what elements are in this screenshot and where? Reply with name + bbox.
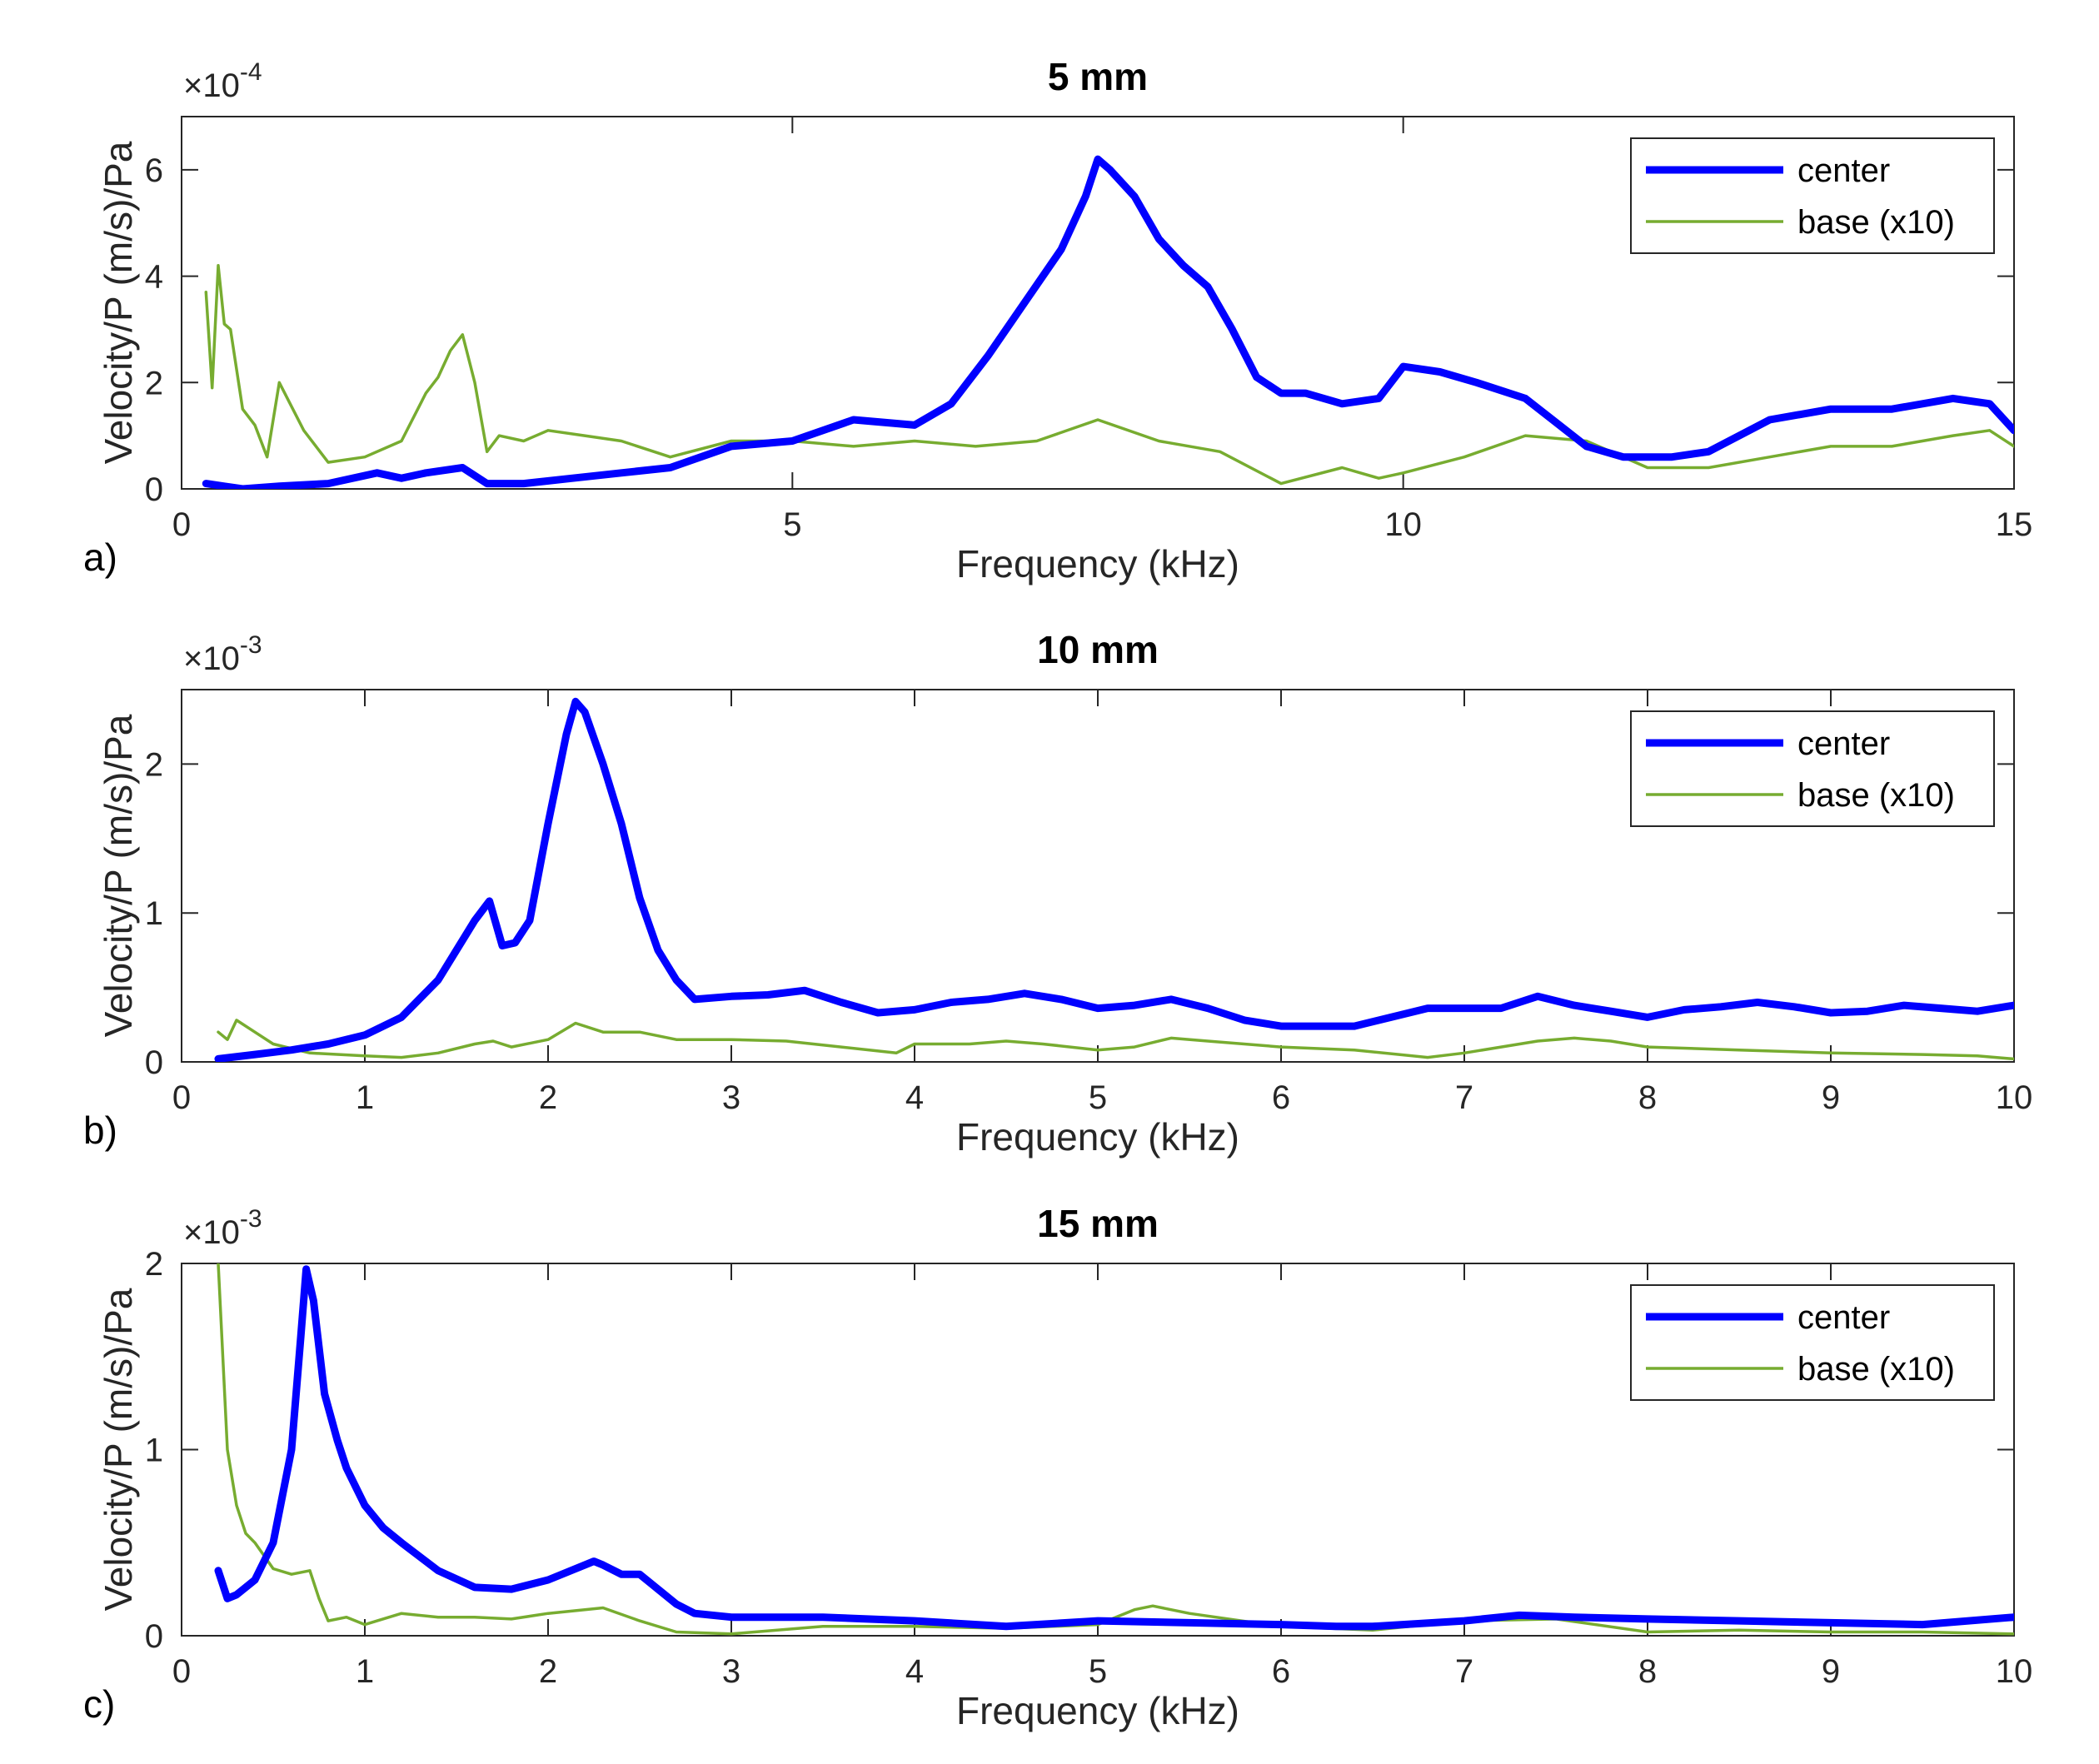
- x-tick-label: 15: [1996, 506, 2033, 543]
- legend-entry-center: center: [1797, 152, 1890, 189]
- legend-box: [1630, 710, 1995, 827]
- x-tick-label: 10: [1996, 1653, 2033, 1690]
- legend-entry-center: center: [1797, 725, 1890, 762]
- x-tick-label: 7: [1455, 1653, 1473, 1690]
- x-tick-label: 1: [356, 1653, 374, 1690]
- x-tick-label: 5: [1089, 1079, 1107, 1116]
- legend-entry-base: base (x10): [1797, 777, 1955, 814]
- x-tick-label: 1: [356, 1079, 374, 1116]
- x-tick-label: 0: [172, 506, 191, 543]
- y-exponent-power: -3: [240, 631, 262, 659]
- x-tick-label: 8: [1638, 1653, 1657, 1690]
- series-line-center: [214, 1265, 2014, 1631]
- x-tick-label: 2: [539, 1653, 557, 1690]
- y-tick-label: 0: [145, 1044, 163, 1081]
- y-axis-label: Velocity/P (m/s)/Pa: [97, 1288, 140, 1611]
- x-axis-label: Frequency (kHz): [956, 1689, 1239, 1732]
- chart-title: 5 mm: [1048, 55, 1148, 98]
- legend: center base (x10): [1630, 1284, 1995, 1401]
- y-tick-label: 6: [145, 152, 163, 189]
- panel-3: 0 1 2 3 4 5 6 7 8 9 10 0 1 2 ×10-3 15 mm Frequency (kHz)…: [83, 1202, 2032, 1732]
- y-exponent-base: ×10: [183, 67, 240, 104]
- y-tick-label: 2: [145, 365, 163, 401]
- y-exponent-power: -4: [240, 58, 262, 86]
- panel-label: a): [83, 536, 117, 579]
- panel-2: 0 1 2 3 4 5 6 7 8 9 10 0 1 2 ×10-3 10 mm Frequency (kHz)…: [83, 628, 2032, 1159]
- x-tick-label: 5: [783, 506, 801, 543]
- y-tick-label: 2: [145, 1246, 163, 1283]
- x-tick-label: 3: [722, 1079, 740, 1116]
- legend-entry-base: base (x10): [1797, 204, 1955, 241]
- series-line-base: [217, 1019, 2014, 1061]
- x-tick-label: 5: [1089, 1653, 1107, 1690]
- y-exponent-label: ×10-4: [183, 58, 262, 104]
- legend-box: [1630, 137, 1995, 254]
- y-axis-label: Velocity/P (m/s)/Pa: [97, 141, 140, 464]
- x-tick-label: 7: [1455, 1079, 1473, 1116]
- y-tick-label: 0: [145, 471, 163, 508]
- x-tick-label: 9: [1822, 1079, 1840, 1116]
- x-tick-label: 3: [722, 1653, 740, 1690]
- x-tick-label: 4: [905, 1079, 924, 1116]
- x-tick-label: 0: [172, 1653, 191, 1690]
- x-tick-label: 6: [1272, 1653, 1290, 1690]
- x-tick-label: 9: [1822, 1653, 1840, 1690]
- x-tick-label: 0: [172, 1079, 191, 1116]
- panel-label: c): [83, 1682, 115, 1726]
- x-tick-label: 2: [539, 1079, 557, 1116]
- panel-label: b): [83, 1109, 117, 1152]
- x-axis-label: Frequency (kHz): [956, 542, 1239, 586]
- legend: center base (x10): [1630, 137, 1995, 254]
- y-exponent-base: ×10: [183, 640, 240, 677]
- x-tick-label: 6: [1272, 1079, 1290, 1116]
- legend-entry-base: base (x10): [1797, 1351, 1955, 1388]
- chart-title: 15 mm: [1037, 1202, 1159, 1245]
- y-axis-label: Velocity/P (m/s)/Pa: [97, 714, 140, 1037]
- x-tick-label: 10: [1384, 506, 1422, 543]
- x-axis-label: Frequency (kHz): [956, 1115, 1239, 1159]
- y-exponent-label: ×10-3: [183, 631, 262, 677]
- y-exponent-label: ×10-3: [183, 1205, 262, 1251]
- y-tick-label: 2: [145, 746, 163, 783]
- x-tick-label: 4: [905, 1653, 924, 1690]
- y-tick-label: 0: [145, 1618, 163, 1655]
- series-line-center: [202, 155, 2014, 489]
- legend-entry-center: center: [1797, 1299, 1890, 1336]
- y-tick-label: 1: [145, 895, 163, 932]
- y-tick-label: 4: [145, 259, 163, 296]
- legend-box: [1630, 1284, 1995, 1401]
- x-tick-label: 10: [1996, 1079, 2033, 1116]
- x-tick-label: 8: [1638, 1079, 1657, 1116]
- legend: center base (x10): [1630, 710, 1995, 827]
- panel-1: 0 5 10 15 0 2 4 6 ×10-4 5 mm Frequency (kHz) Veloci…: [83, 55, 2032, 586]
- series-line-center: [214, 697, 2014, 1062]
- chart-title: 10 mm: [1037, 628, 1159, 671]
- y-exponent-base: ×10: [183, 1214, 240, 1251]
- y-tick-label: 1: [145, 1433, 163, 1469]
- series-line-base: [204, 264, 2014, 486]
- y-exponent-power: -3: [240, 1205, 262, 1233]
